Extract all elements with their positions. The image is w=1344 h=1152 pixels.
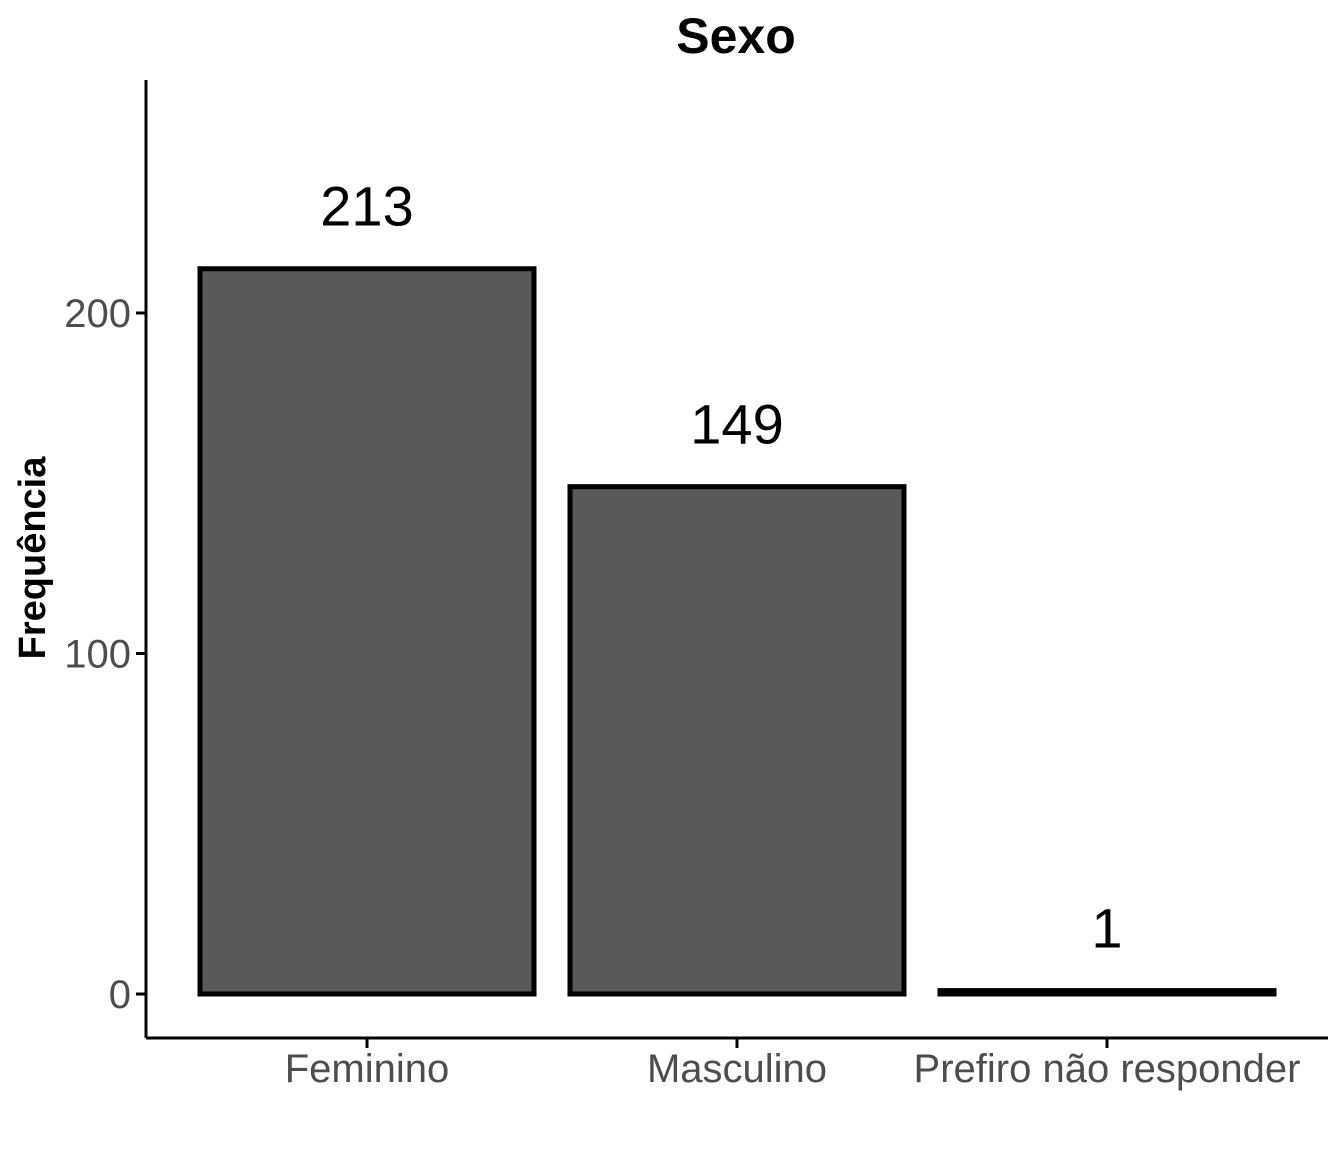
data-label-masculino: 149 bbox=[690, 393, 783, 456]
x-ticks-layer: Feminino Masculino Prefiro não responder bbox=[285, 1038, 1301, 1091]
bar-prefiro-nao-responder bbox=[937, 988, 1277, 997]
data-label-prefiro-nao-responder: 1 bbox=[1091, 897, 1122, 960]
x-tick-label-prefiro-nao-responder: Prefiro não responder bbox=[914, 1047, 1301, 1091]
y-tick-label-100: 100 bbox=[64, 633, 131, 677]
x-tick-label-masculino: Masculino bbox=[647, 1047, 827, 1091]
bar-masculino bbox=[567, 484, 907, 997]
data-labels-layer: 213 149 1 bbox=[320, 175, 1122, 960]
y-tick-label-0: 0 bbox=[109, 973, 131, 1017]
y-ticks-layer: 0 100 200 bbox=[64, 292, 146, 1017]
chart-title: Sexo bbox=[676, 8, 796, 64]
bars-layer bbox=[197, 266, 1277, 997]
bar-feminino bbox=[197, 266, 537, 997]
y-axis-title: Frequência bbox=[12, 456, 54, 660]
y-tick-label-200: 200 bbox=[64, 292, 131, 336]
data-label-feminino: 213 bbox=[320, 175, 413, 238]
x-tick-label-feminino: Feminino bbox=[285, 1047, 450, 1091]
